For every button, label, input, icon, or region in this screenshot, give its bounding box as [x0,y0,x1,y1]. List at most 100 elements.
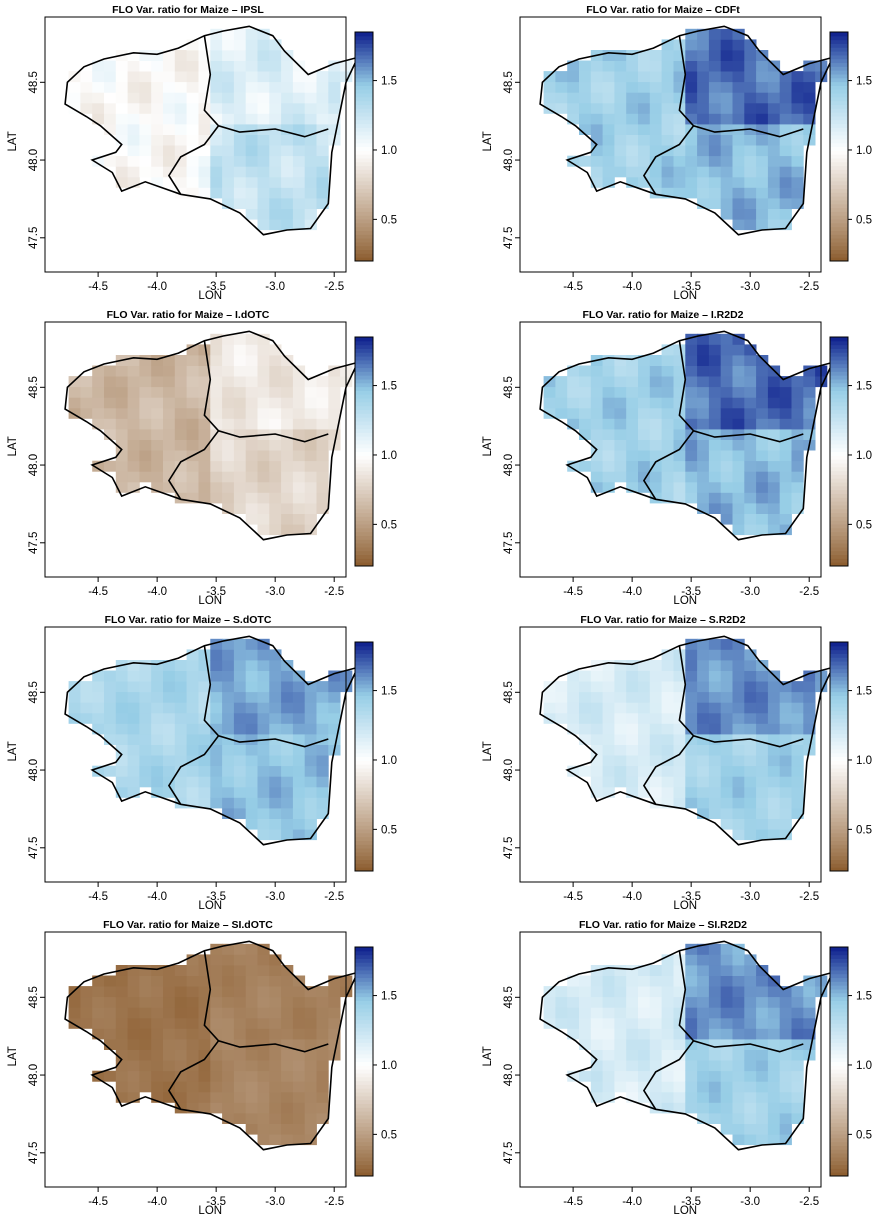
heatmap-cell [233,81,247,93]
heatmap-cell [756,818,769,830]
heatmap-cell [744,1102,757,1114]
colorbar-segment [830,371,848,376]
heatmap-cell [673,50,686,61]
colorbar-segment [355,1168,373,1173]
heatmap-cell [649,50,662,61]
heatmap-cell [590,1039,603,1050]
heatmap-cell [638,481,651,493]
heatmap-cell [304,102,317,114]
colorbar-segment [355,645,373,651]
heatmap-cell [638,776,651,788]
heatmap-cell [304,1049,317,1061]
heatmap-cell [151,723,164,735]
heatmap-cell [638,755,651,767]
heatmap-cell [257,1070,270,1082]
colorbar-segment [830,138,848,144]
heatmap-cell [304,439,317,451]
heatmap-cell [198,376,211,388]
heatmap-cell [281,691,294,703]
heatmap-cell [697,28,710,40]
heatmap-cell [744,1028,757,1040]
heatmap-cell [151,765,164,777]
heatmap-cell [638,986,651,998]
heatmap-cell [602,975,615,987]
heatmap-cell [744,797,757,809]
heatmap-cell [269,1113,282,1124]
heatmap-cell [304,1134,317,1146]
heatmap-cell [269,513,282,525]
heatmap-cell [720,113,733,125]
heatmap-cell [555,702,568,714]
heatmap-cell [292,755,306,767]
heatmap-cell [673,81,686,93]
heatmap-cell [139,765,152,777]
heatmap-cell [744,397,757,409]
colorbar-segment [830,779,848,784]
heatmap-cell [791,776,804,788]
heatmap-cell [744,376,757,388]
heatmap-cell [304,702,317,714]
heatmap-cell [115,124,128,135]
colorbar-segment [355,375,373,380]
colorbar-segment [355,219,373,224]
heatmap-cell [257,460,270,472]
heatmap-cell [198,92,211,104]
heatmap-cell [732,786,745,798]
heatmap-cell [115,60,128,72]
heatmap-cell [198,670,211,682]
heatmap-cell [626,460,639,472]
heatmap-cell [697,808,710,819]
heatmap-cell [673,797,686,809]
heatmap-cell [210,92,223,104]
heatmap-cell [756,975,769,987]
heatmap-cell [198,954,211,966]
colorbar-tick-label: 1.5 [856,991,872,1003]
heatmap-cell [269,797,282,809]
heatmap-cell [626,355,639,366]
colorbar-segment [355,443,373,449]
colorbar-segment [355,1008,373,1013]
heatmap-cell [661,39,674,51]
colorbar-segment [830,969,848,975]
heatmap-cell [281,429,294,440]
heatmap-cell [626,450,639,462]
heatmap-cell [732,702,745,714]
colorbar-segment [830,211,848,216]
heatmap-cell [649,492,662,504]
heatmap-cell [590,145,603,157]
heatmap-cell [316,1007,329,1019]
heatmap-cell [233,1091,247,1103]
heatmap-cell [614,365,627,377]
colorbar-segment [355,1072,373,1078]
heatmap-cell [673,386,686,398]
heatmap-cell [292,471,306,483]
heatmap-cell [673,471,686,483]
heatmap-cell [803,1007,816,1019]
heatmap-cell [210,471,223,483]
colorbar-segment [830,733,848,738]
heatmap-cell [269,450,282,462]
heatmap-cell [174,786,187,798]
heatmap-cell [139,81,152,93]
colorbar-segment [355,950,373,956]
heatmap-cell [257,965,270,976]
heatmap-cell [210,1081,223,1093]
heatmap-cell [210,786,223,798]
heatmap-cell [257,808,270,819]
colorbar-tick-label: 0.5 [856,824,872,836]
heatmap-cell [115,1091,128,1103]
heatmap-cell [174,355,187,366]
heatmap-cell [767,418,781,430]
heatmap-cell [697,397,710,409]
heatmap-cell [163,365,176,377]
heatmap-cell [649,660,662,671]
heatmap-cell [281,975,294,987]
heatmap-cell [163,418,176,430]
heatmap-cell [732,638,745,650]
colorbar-segment [830,668,848,674]
colorbar-segment [355,474,373,479]
heatmap-cell [543,407,556,419]
heatmap-cell [316,198,329,209]
colorbar-segment [355,1111,373,1116]
heatmap-cell [685,50,698,61]
